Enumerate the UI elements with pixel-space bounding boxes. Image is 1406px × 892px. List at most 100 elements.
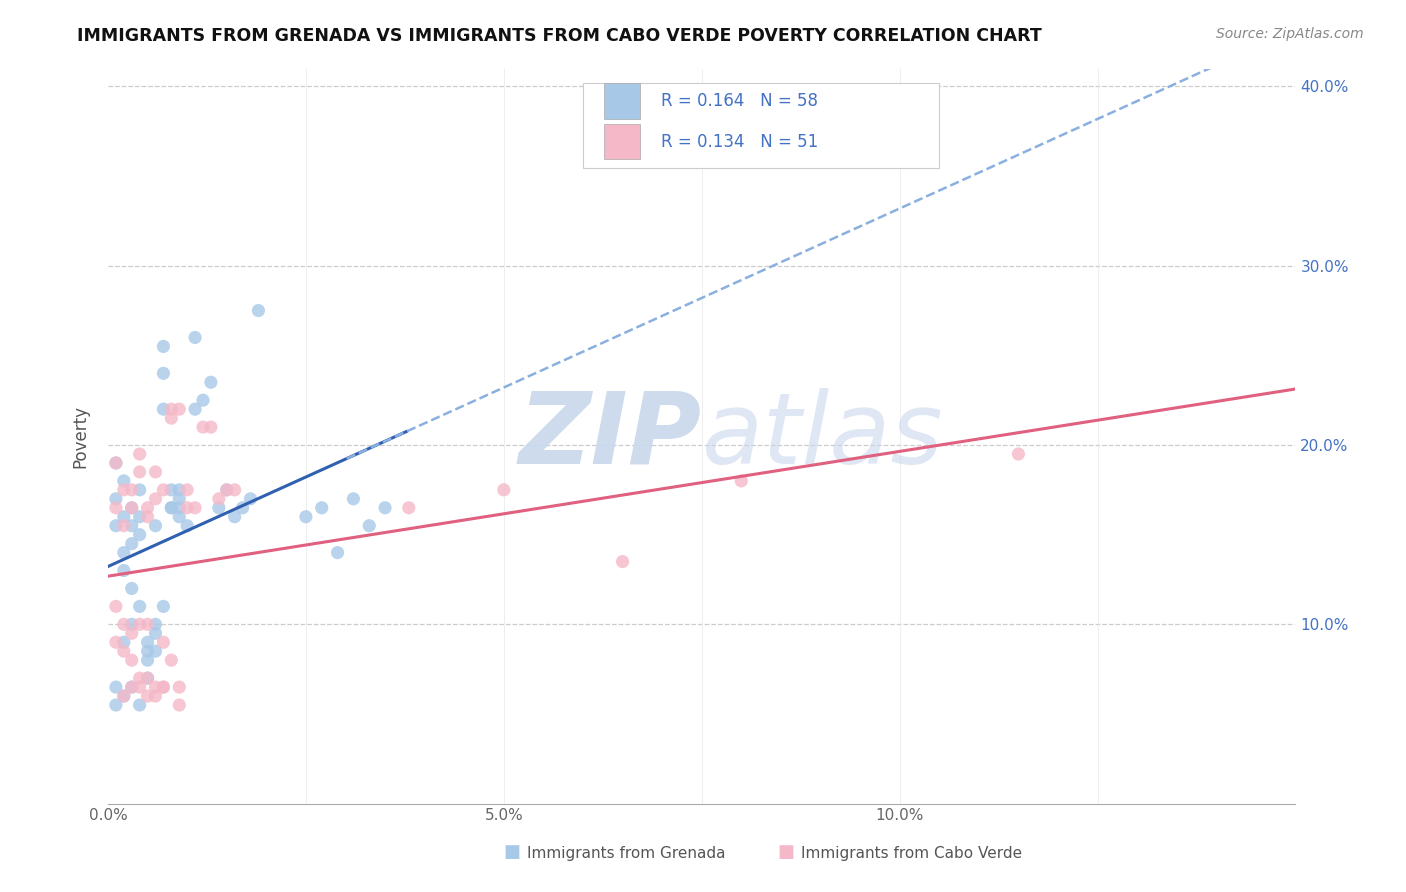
Point	[121, 536, 143, 550]
Point	[145, 680, 167, 694]
Point	[136, 671, 159, 685]
Point	[104, 599, 127, 614]
Point	[232, 500, 254, 515]
Y-axis label: Poverty: Poverty	[72, 405, 89, 467]
Text: Source: ZipAtlas.com: Source: ZipAtlas.com	[1216, 27, 1364, 41]
Point	[128, 483, 150, 497]
Point	[112, 689, 135, 703]
Point	[136, 671, 159, 685]
Point	[121, 617, 143, 632]
Point	[121, 653, 143, 667]
Point	[121, 626, 143, 640]
Point	[176, 483, 198, 497]
Point	[224, 483, 246, 497]
Point	[112, 509, 135, 524]
Point	[359, 518, 381, 533]
Point	[342, 491, 364, 506]
Point	[208, 500, 231, 515]
Point	[104, 456, 127, 470]
Point	[160, 483, 183, 497]
Point	[128, 617, 150, 632]
Point	[121, 680, 143, 694]
Point	[167, 509, 190, 524]
Point	[152, 680, 174, 694]
Point	[167, 680, 190, 694]
Point	[128, 599, 150, 614]
Point	[167, 698, 190, 712]
Point	[160, 500, 183, 515]
Point	[112, 617, 135, 632]
Text: ■: ■	[778, 843, 794, 861]
Point	[730, 474, 752, 488]
Point	[112, 474, 135, 488]
Bar	[605, 124, 640, 160]
Point	[112, 483, 135, 497]
Point	[167, 402, 190, 417]
Text: Immigrants from Cabo Verde: Immigrants from Cabo Verde	[801, 846, 1022, 861]
Point	[224, 509, 246, 524]
Point	[184, 330, 207, 344]
Point	[145, 644, 167, 658]
Point	[167, 491, 190, 506]
Point	[152, 483, 174, 497]
Point	[191, 420, 214, 434]
Point	[121, 500, 143, 515]
Text: Immigrants from Grenada: Immigrants from Grenada	[527, 846, 725, 861]
Point	[145, 518, 167, 533]
Point	[176, 518, 198, 533]
Point	[145, 465, 167, 479]
Point	[145, 689, 167, 703]
Point	[121, 582, 143, 596]
Point	[121, 500, 143, 515]
Point	[215, 483, 238, 497]
Point	[128, 509, 150, 524]
Point	[128, 447, 150, 461]
Point	[104, 635, 127, 649]
Point	[112, 689, 135, 703]
Point	[160, 402, 183, 417]
Text: ■: ■	[503, 843, 520, 861]
Point	[145, 617, 167, 632]
Point	[136, 689, 159, 703]
Point	[104, 491, 127, 506]
Point	[184, 402, 207, 417]
Point	[160, 411, 183, 425]
Text: IMMIGRANTS FROM GRENADA VS IMMIGRANTS FROM CABO VERDE POVERTY CORRELATION CHART: IMMIGRANTS FROM GRENADA VS IMMIGRANTS FR…	[77, 27, 1042, 45]
Point	[215, 483, 238, 497]
Point	[152, 402, 174, 417]
Point	[200, 376, 222, 390]
Point	[184, 500, 207, 515]
Point	[121, 680, 143, 694]
Point	[136, 617, 159, 632]
Point	[145, 491, 167, 506]
Point	[121, 483, 143, 497]
Point	[104, 456, 127, 470]
Point	[128, 680, 150, 694]
Point	[128, 671, 150, 685]
Point	[136, 509, 159, 524]
Point	[112, 644, 135, 658]
Text: R = 0.164   N = 58: R = 0.164 N = 58	[661, 92, 818, 110]
Text: R = 0.134   N = 51: R = 0.134 N = 51	[661, 133, 818, 151]
Point	[612, 555, 634, 569]
Point	[239, 491, 262, 506]
Bar	[605, 84, 640, 119]
Bar	[583, 83, 939, 168]
Point	[112, 635, 135, 649]
Point	[152, 599, 174, 614]
Point	[128, 527, 150, 541]
Point	[326, 546, 349, 560]
Point	[128, 698, 150, 712]
Point	[152, 339, 174, 353]
Point	[398, 500, 420, 515]
Point	[136, 500, 159, 515]
Point	[295, 509, 318, 524]
Point	[160, 500, 183, 515]
Point	[311, 500, 333, 515]
Point	[492, 483, 515, 497]
Point	[121, 518, 143, 533]
Point	[104, 698, 127, 712]
Point	[152, 680, 174, 694]
Point	[374, 500, 396, 515]
Point	[104, 518, 127, 533]
